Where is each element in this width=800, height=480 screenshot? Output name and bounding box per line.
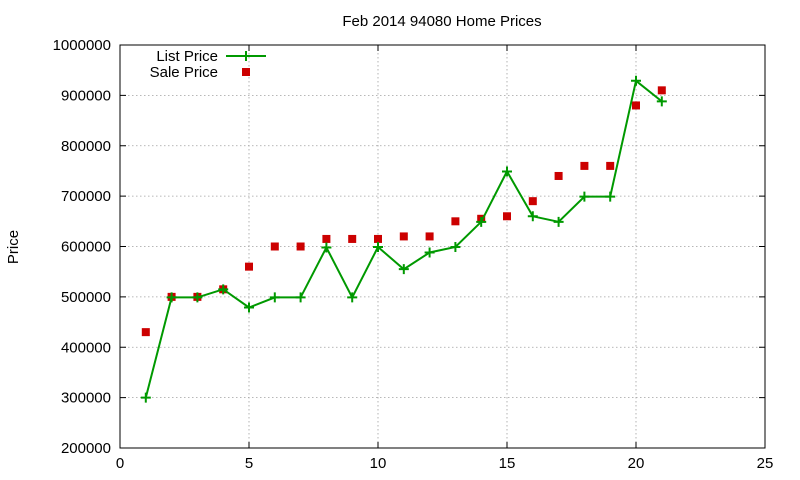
legend-label-list-price: List Price — [156, 48, 218, 65]
sale-price-point — [245, 262, 253, 271]
sale-price-point — [141, 328, 150, 337]
list-price-point — [269, 292, 280, 303]
list-price-point — [656, 96, 667, 107]
list-price-point — [424, 247, 435, 258]
sale-price-point — [632, 101, 640, 110]
x-tick-label: 15 — [499, 455, 516, 472]
sale-price-point — [528, 197, 537, 206]
sale-price-point — [348, 234, 357, 243]
y-axis-label: Price — [5, 230, 22, 264]
grid — [120, 45, 765, 448]
list-price-point — [347, 292, 358, 303]
list-price-point — [295, 292, 306, 303]
list-price-point — [476, 216, 487, 227]
legend-label-sale-price: Sale Price — [150, 64, 218, 81]
y-tick-label: 900000 — [61, 87, 111, 104]
x-tick-label: 0 — [116, 455, 124, 472]
sale-price-point — [606, 161, 615, 170]
list-price-point — [321, 242, 332, 253]
sale-price-point — [270, 242, 279, 251]
list-price-point — [605, 191, 616, 202]
legend-marker-list-price — [241, 51, 251, 61]
axis-ticks: 200000 300000 400000 500000 600000 700000 8000… — [53, 37, 774, 472]
sale-price-point — [425, 232, 434, 241]
list-price-point — [373, 242, 383, 253]
sale-price-point — [451, 217, 460, 226]
y-tick-label: 800000 — [61, 138, 111, 155]
list-price-point — [553, 216, 564, 227]
sale-price-point — [322, 234, 331, 243]
list-price-point — [631, 75, 641, 86]
sale-price-point — [374, 234, 382, 243]
chart-title: Feb 2014 94080 Home Prices — [342, 13, 541, 30]
list-price-point — [192, 292, 203, 303]
list-price-point — [579, 191, 590, 202]
list-price-point — [398, 264, 409, 275]
y-tick-label: 300000 — [61, 390, 111, 407]
list-price-point — [218, 284, 229, 295]
y-tick-label: 1000000 — [53, 37, 111, 54]
list-price-point — [140, 392, 151, 403]
list-price-point — [166, 292, 177, 303]
y-tick-label: 400000 — [61, 339, 111, 356]
list-price-point — [527, 211, 538, 222]
sale-price-point — [503, 212, 511, 221]
x-tick-label: 10 — [370, 455, 387, 472]
x-tick-label: 25 — [757, 455, 774, 472]
sale-price-point — [554, 171, 563, 180]
sale-price-point — [657, 86, 666, 95]
plot-frame — [119, 44, 766, 449]
x-tick-label: 20 — [628, 455, 645, 472]
legend-marker-sale-price — [242, 68, 250, 76]
y-tick-label: 700000 — [61, 188, 111, 205]
y-tick-label: 500000 — [61, 289, 111, 306]
x-tick-label: 5 — [245, 455, 253, 472]
sale-price-point — [399, 232, 408, 241]
list-price-point — [450, 242, 461, 253]
plot-area — [140, 75, 667, 403]
list-price-point — [244, 302, 254, 313]
y-tick-label: 200000 — [61, 440, 111, 457]
sale-price-point — [296, 242, 305, 251]
sale-price-point — [580, 161, 589, 170]
list-price-point — [502, 166, 512, 177]
y-tick-label: 600000 — [61, 239, 111, 256]
